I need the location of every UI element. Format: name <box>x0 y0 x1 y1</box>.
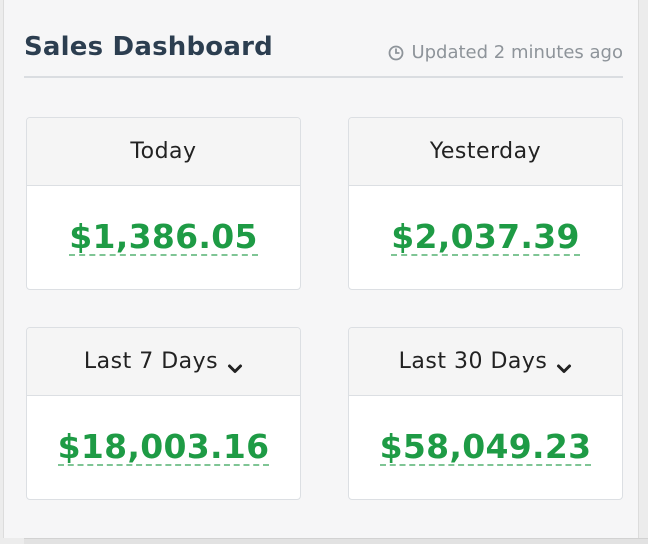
sales-card-last-7-days: Last 7 Days $18,003.16 <box>26 327 301 500</box>
sales-card-today: Today $1,386.05 <box>26 117 301 290</box>
clock-icon <box>388 45 404 61</box>
panel-bottom-edge <box>24 538 648 544</box>
card-header: Today <box>27 118 300 186</box>
card-body: $58,049.23 <box>349 396 622 499</box>
card-label: Last 7 Days <box>83 349 219 374</box>
period-dropdown[interactable]: Last 7 Days <box>27 328 300 396</box>
chevron-down-icon <box>556 356 572 373</box>
page-title: Sales Dashboard <box>24 32 273 62</box>
card-label: Today <box>130 139 197 164</box>
sales-card-yesterday: Yesterday $2,037.39 <box>348 117 623 290</box>
sales-amount[interactable]: $2,037.39 <box>391 216 580 257</box>
card-body: $18,003.16 <box>27 396 300 499</box>
dashboard-header: Sales Dashboard Updated 2 minutes ago <box>24 28 623 78</box>
sales-amount[interactable]: $18,003.16 <box>57 426 270 467</box>
sales-amount[interactable]: $58,049.23 <box>379 426 592 467</box>
sales-card-last-30-days: Last 30 Days $58,049.23 <box>348 327 623 500</box>
card-header: Yesterday <box>349 118 622 186</box>
last-updated: Updated 2 minutes ago <box>388 42 623 63</box>
chevron-down-icon <box>227 356 243 373</box>
last-updated-text: Updated 2 minutes ago <box>411 42 623 63</box>
card-body: $1,386.05 <box>27 186 300 289</box>
sales-amount[interactable]: $1,386.05 <box>69 216 258 257</box>
card-body: $2,037.39 <box>349 186 622 289</box>
period-dropdown[interactable]: Last 30 Days <box>349 328 622 396</box>
card-label: Last 30 Days <box>398 349 548 374</box>
card-label: Yesterday <box>429 139 542 164</box>
